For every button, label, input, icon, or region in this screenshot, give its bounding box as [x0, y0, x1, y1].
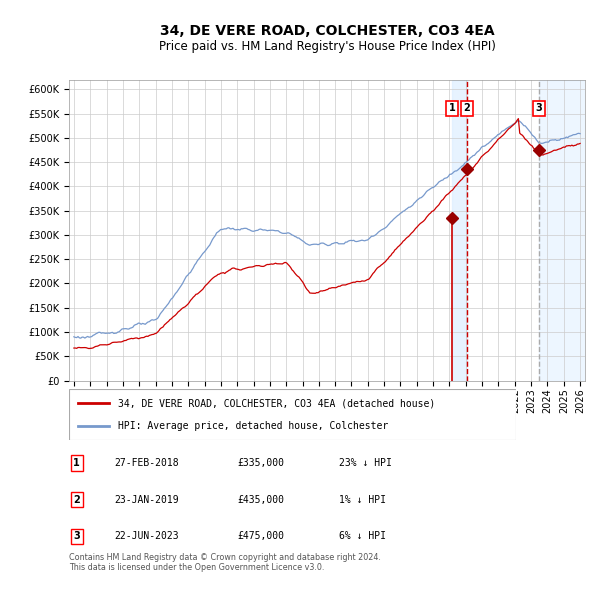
Text: 2: 2 — [73, 495, 80, 504]
Text: £435,000: £435,000 — [237, 495, 284, 504]
Text: 1: 1 — [73, 458, 80, 468]
Text: 34, DE VERE ROAD, COLCHESTER, CO3 4EA (detached house): 34, DE VERE ROAD, COLCHESTER, CO3 4EA (d… — [118, 398, 436, 408]
Text: 1: 1 — [449, 103, 455, 113]
Text: 6% ↓ HPI: 6% ↓ HPI — [339, 532, 386, 541]
Text: Contains HM Land Registry data © Crown copyright and database right 2024.: Contains HM Land Registry data © Crown c… — [69, 553, 381, 562]
Text: 34, DE VERE ROAD, COLCHESTER, CO3 4EA: 34, DE VERE ROAD, COLCHESTER, CO3 4EA — [160, 24, 494, 38]
Text: £475,000: £475,000 — [237, 532, 284, 541]
Text: 3: 3 — [536, 103, 542, 113]
Bar — [539, 80, 600, 381]
Text: 2: 2 — [464, 103, 470, 113]
FancyBboxPatch shape — [69, 389, 516, 440]
Text: 27-FEB-2018: 27-FEB-2018 — [114, 458, 179, 468]
Text: 23% ↓ HPI: 23% ↓ HPI — [339, 458, 392, 468]
Text: 3: 3 — [73, 532, 80, 541]
Bar — [452, 80, 467, 381]
Text: £335,000: £335,000 — [237, 458, 284, 468]
Text: Price paid vs. HM Land Registry's House Price Index (HPI): Price paid vs. HM Land Registry's House … — [158, 40, 496, 53]
Text: 22-JUN-2023: 22-JUN-2023 — [114, 532, 179, 541]
Text: HPI: Average price, detached house, Colchester: HPI: Average price, detached house, Colc… — [118, 421, 388, 431]
Text: 1% ↓ HPI: 1% ↓ HPI — [339, 495, 386, 504]
Text: This data is licensed under the Open Government Licence v3.0.: This data is licensed under the Open Gov… — [69, 563, 325, 572]
Text: 23-JAN-2019: 23-JAN-2019 — [114, 495, 179, 504]
